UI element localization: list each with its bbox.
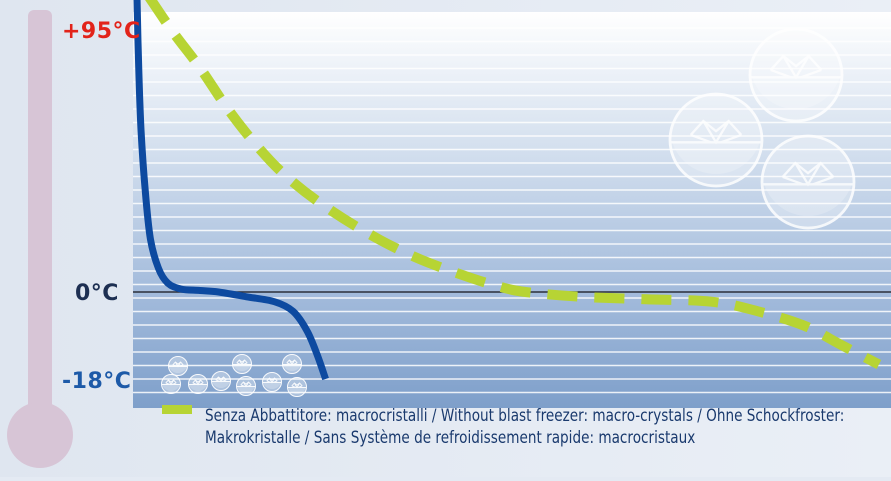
series-layer — [133, 0, 882, 381]
ice-crystal-icon — [211, 371, 231, 391]
ice-crystal-icon — [748, 27, 844, 123]
legend-label-line: Senza Abbattitore: macrocristalli / With… — [205, 406, 845, 426]
ice-crystal-icon — [282, 354, 302, 374]
series-line-with-blast-freezer — [133, 0, 329, 381]
ice-crystal-icon-group — [668, 27, 856, 230]
ice-crystal-icon — [188, 374, 208, 394]
ice-crystal-icon — [168, 356, 188, 376]
y-tick-label: 0°C — [75, 281, 119, 306]
ice-crystal-icon — [262, 372, 282, 392]
ice-crystal-icon — [287, 377, 307, 397]
ice-crystal-icon — [668, 92, 764, 188]
ice-crystal-icon — [760, 134, 856, 230]
legend-swatch — [162, 405, 192, 414]
legend-entry: Senza Abbattitore: macrocristalli / With… — [205, 405, 845, 449]
thermometer-icon — [7, 10, 73, 468]
legend-label-line: Makrokristalle / Sans Système de refroid… — [205, 428, 696, 448]
y-tick-label: +95°C — [62, 19, 141, 44]
y-tick-label: -18°C — [62, 369, 132, 394]
ice-crystal-icon — [161, 374, 181, 394]
ice-crystal-icon — [236, 376, 256, 396]
series-line-without-blast-freezer — [145, 0, 882, 369]
ice-crystal-icon-small-group — [161, 354, 307, 397]
ice-crystal-icon — [232, 354, 252, 374]
